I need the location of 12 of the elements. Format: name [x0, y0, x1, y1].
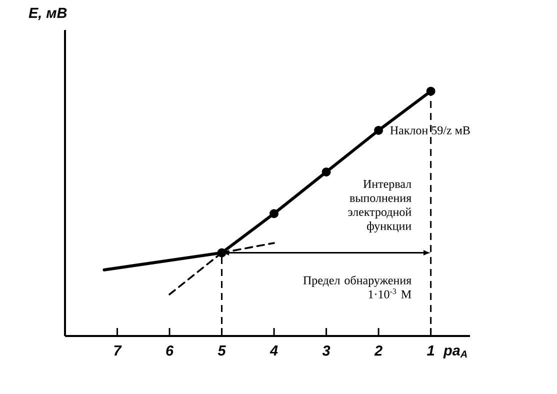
x-tick-label: 2	[374, 346, 382, 356]
x-tick-label: 1	[427, 346, 434, 356]
x-tick-label: 4	[270, 346, 278, 356]
x-tick-label: 5	[218, 346, 226, 356]
x-tick-label: 3	[322, 346, 330, 356]
x-tick-label: 6	[166, 346, 174, 356]
annotation: Наклон 59/z мВ	[390, 126, 470, 134]
y-axis-title: E, мВ	[28, 8, 67, 20]
x-tick-label: 7	[114, 346, 122, 356]
annotation: Предел обнаружения 1·10$^{-3}$ М	[303, 276, 412, 298]
x-axis-title: pa$_{A}$	[443, 348, 467, 358]
annotation: Интервал выполнения электродной функции	[348, 180, 412, 232]
